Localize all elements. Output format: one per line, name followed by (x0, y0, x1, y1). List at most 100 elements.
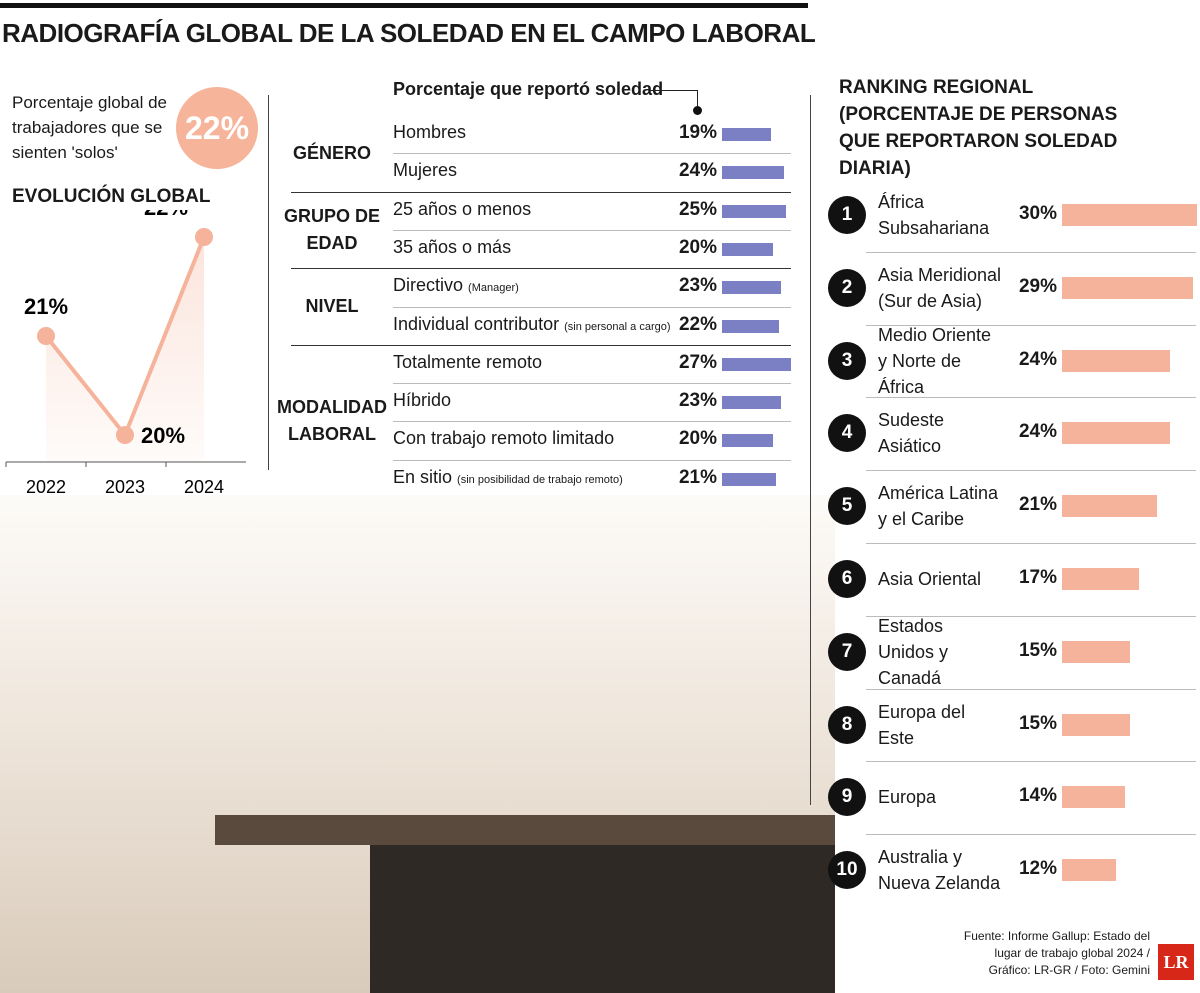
row-separator (866, 615, 1196, 617)
row-separator (866, 761, 1196, 763)
x-tick-label: 2024 (184, 477, 224, 497)
value-label: 20% (678, 428, 717, 450)
category-note: (sin personal a cargo) (564, 320, 671, 333)
top-rule (0, 3, 808, 8)
row-separator (866, 688, 1196, 690)
value-label: 25% (678, 198, 717, 220)
row-label: Mujeres (393, 160, 457, 181)
value-label: 20% (678, 236, 717, 258)
value-label: 17% (1018, 567, 1057, 588)
category-note: (sin posibilidad de trabajo remoto) (457, 473, 623, 486)
bar (1062, 495, 1157, 518)
category-label: Con trabajo remoto limitado (393, 428, 615, 449)
category-label: Sudeste Asiático (878, 410, 945, 457)
category-label: Híbrido (393, 390, 452, 411)
bar (722, 472, 776, 486)
row-label: Híbrido (393, 390, 451, 411)
rank-badge: 2 (828, 268, 866, 307)
logo: LR (1158, 944, 1194, 980)
row-separator (393, 153, 791, 155)
bar (722, 166, 784, 180)
bar (1062, 204, 1197, 226)
value-label: 24% (678, 160, 717, 182)
bar (722, 242, 774, 256)
bar (1062, 568, 1139, 590)
row-separator (866, 543, 1196, 544)
bar (1062, 276, 1193, 299)
bar (1062, 422, 1170, 445)
callout-value: 22% (184, 109, 250, 146)
value-label: 21% (24, 294, 68, 319)
row-separator (393, 229, 791, 231)
point (195, 228, 213, 246)
row-separator (866, 397, 1196, 399)
category-label: Asia Oriental (878, 569, 982, 589)
value-label: 15% (1018, 639, 1057, 661)
value-label: 23% (678, 275, 717, 297)
row-label: 35 años o más (393, 237, 511, 258)
row-label: Con trabajo remoto limitado (393, 428, 614, 449)
value-label: 22% (678, 313, 717, 335)
category-label: Estados Unidos y Canadá (878, 615, 949, 688)
category-label: Europa del Este (878, 701, 966, 748)
rank-badge: 3 (828, 341, 866, 380)
subtitle: Porcentaje que reportó soledad (393, 79, 664, 99)
row-label: Directivo (Manager) (393, 275, 519, 296)
photo-desk (215, 815, 835, 845)
row-separator (866, 324, 1196, 326)
row-separator (866, 834, 1196, 836)
row-separator (393, 421, 791, 423)
category-label: Medio Oriente y Norte de África (878, 324, 992, 397)
row-label: En sitio (sin posibilidad de trabajo rem… (393, 467, 623, 488)
bar (722, 204, 787, 218)
category-label: 35 años o más (393, 236, 512, 257)
group-label: MODALIDAD LABORAL (277, 397, 387, 445)
bar (1062, 786, 1125, 809)
bar (722, 396, 782, 410)
category-label: Mujeres (393, 160, 458, 181)
divider (268, 95, 269, 470)
value-label: 29% (1018, 275, 1057, 297)
bar (722, 128, 771, 141)
bar (1062, 713, 1130, 736)
row-separator (866, 470, 1196, 472)
bar (1062, 640, 1130, 663)
row-separator (393, 306, 791, 308)
rank-badge: 8 (828, 705, 866, 744)
bar (722, 319, 779, 333)
bar (1062, 859, 1116, 882)
category-label: 25 años o menos (393, 198, 532, 219)
x-tick-label: 2023 (105, 477, 145, 497)
leader (650, 90, 698, 109)
row-separator (393, 459, 791, 461)
category-label: Australia y Nueva Zelanda (878, 847, 1001, 894)
bar (722, 281, 782, 295)
value-label: 12% (1018, 858, 1057, 880)
point (37, 327, 55, 345)
leader-dot (693, 106, 702, 115)
photo-desk-base (370, 845, 835, 993)
row-separator (866, 251, 1196, 253)
rank-badge: 4 (828, 414, 866, 453)
value-label: 21% (1018, 494, 1057, 516)
value-label: 23% (678, 390, 717, 412)
rank-badge: 6 (828, 560, 866, 598)
rank-badge: 9 (828, 778, 866, 817)
category-label: Totalmente remoto (393, 351, 543, 372)
row-label: Individual contributor (sin personal a c… (393, 314, 671, 335)
x-tick-label: 2022 (26, 477, 66, 497)
row-separator (393, 383, 791, 385)
row-label: 25 años o menos (393, 199, 531, 220)
value-label: 14% (1018, 785, 1057, 807)
value-label: 30% (1018, 203, 1057, 224)
area (46, 237, 204, 462)
point (116, 426, 134, 444)
category-label: América Latina y el Caribe (878, 483, 999, 530)
ranking-chart: RANKING REGIONAL (PORCENTAJE DE PERSONAS… (811, 0, 1200, 993)
title: RADIOGRAFÍA GLOBAL DE LA SOLEDAD EN EL C… (2, 18, 816, 48)
rank-badge: 10 (828, 851, 866, 890)
rank-badge: 7 (828, 632, 866, 671)
group-separator (291, 268, 791, 270)
bar (722, 357, 792, 371)
